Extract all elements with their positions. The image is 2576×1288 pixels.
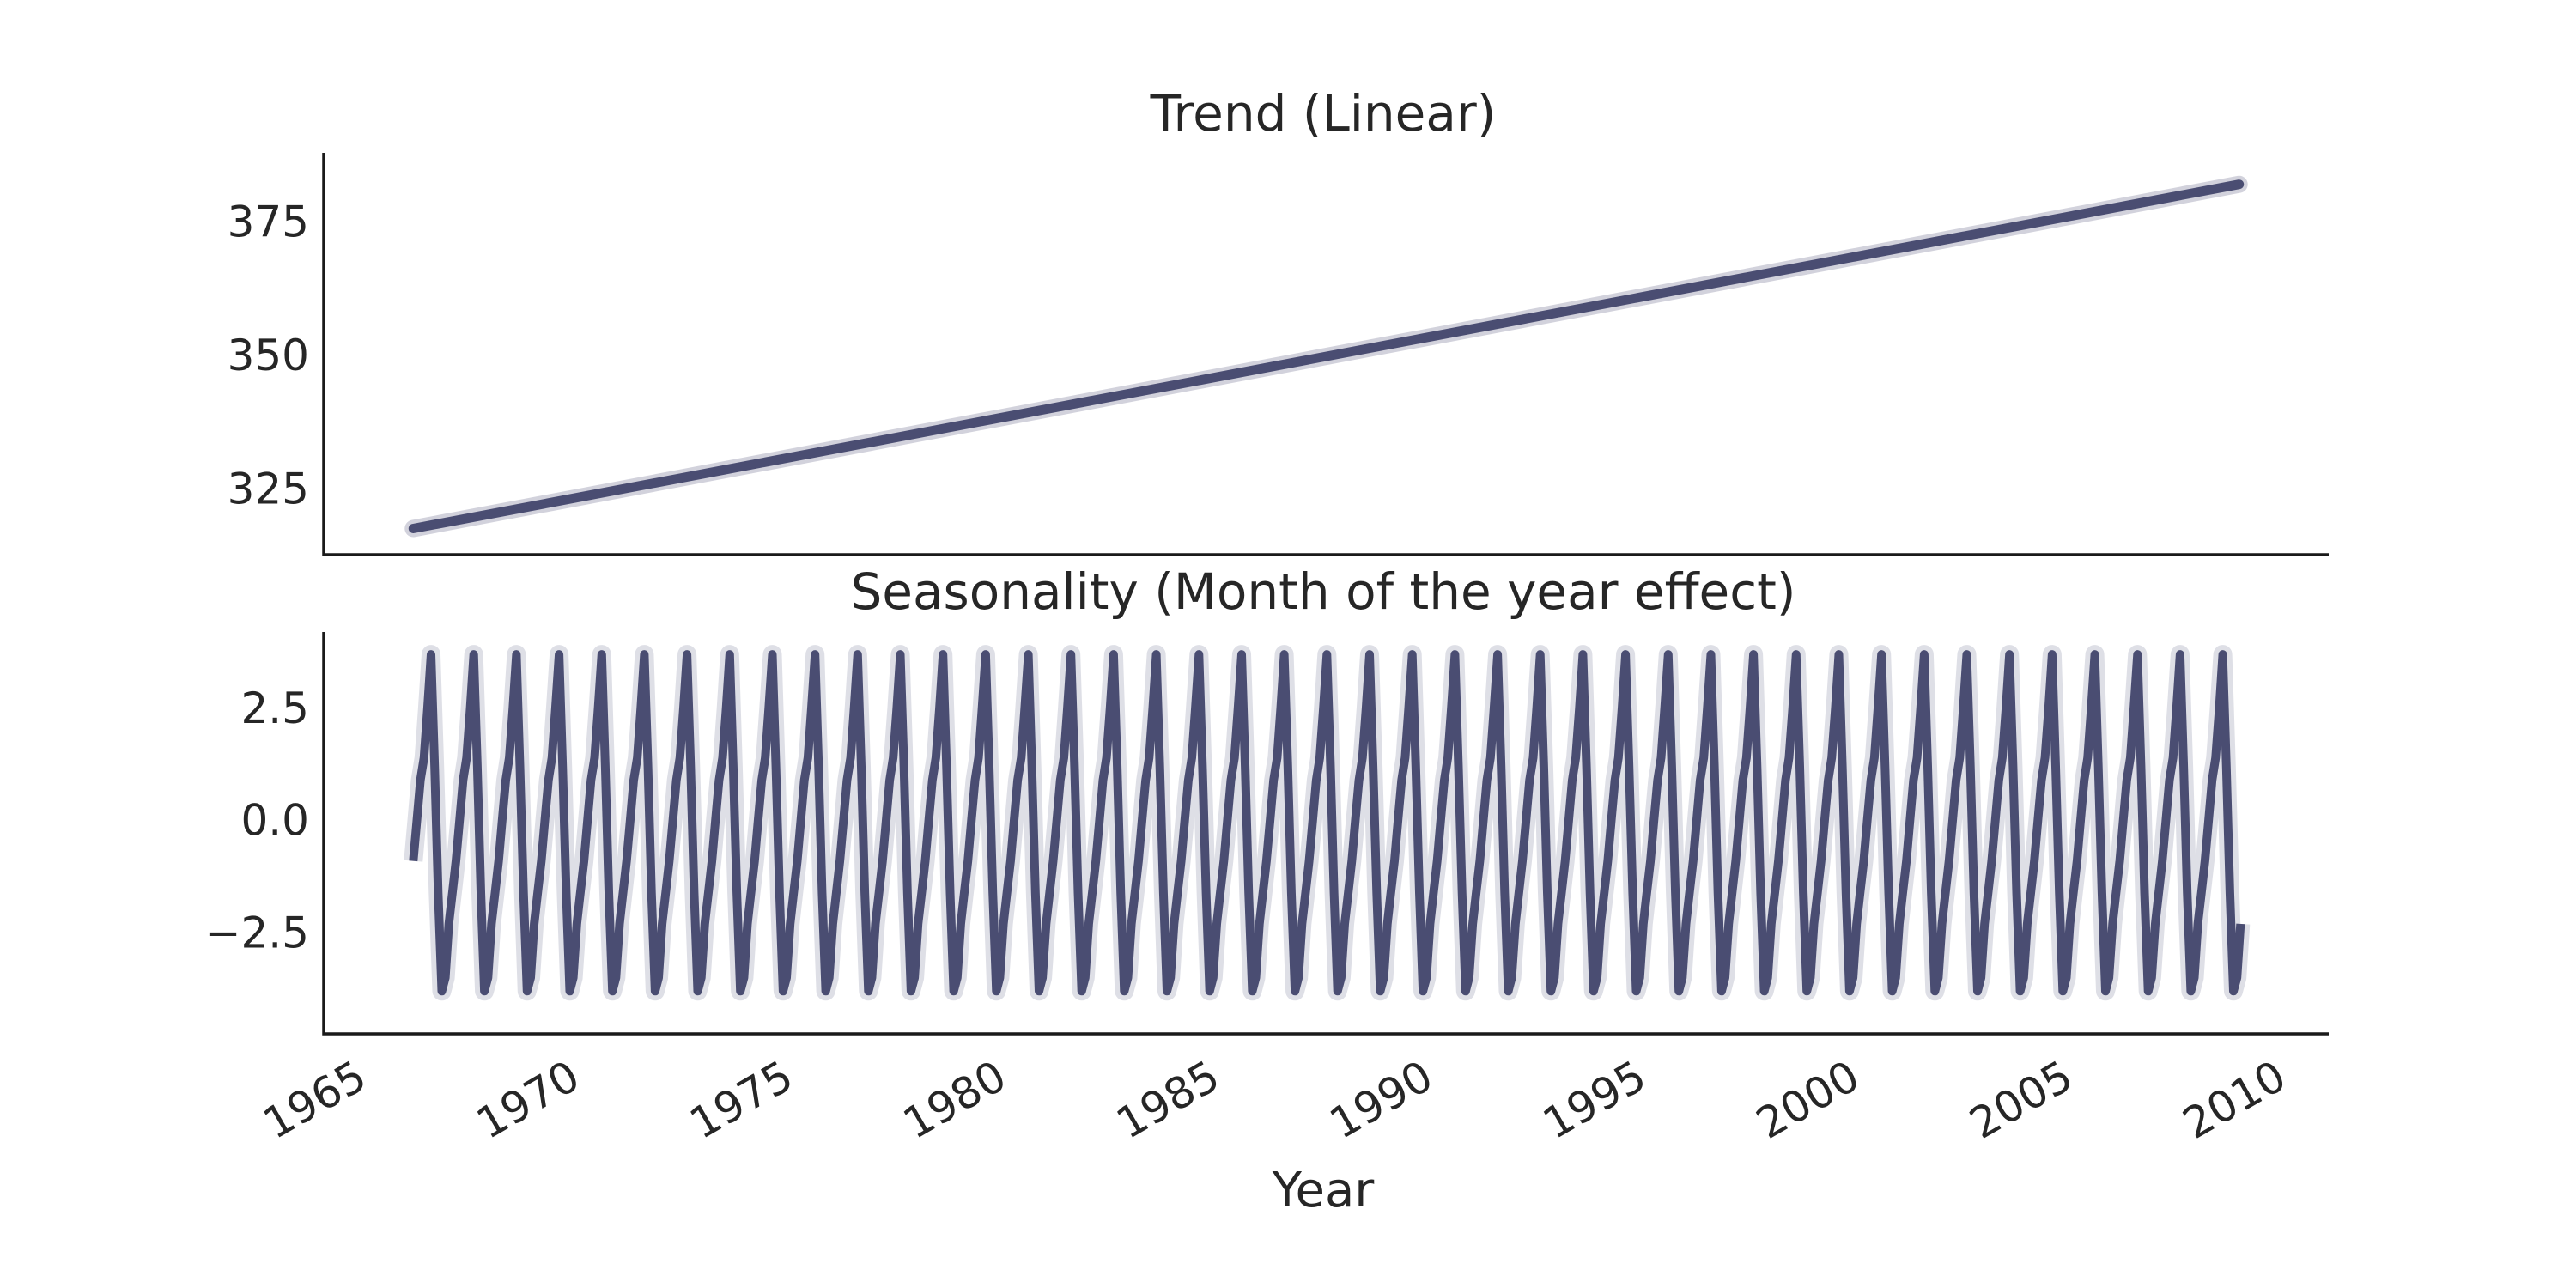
seasonality-series-group — [404, 645, 2251, 1001]
seasonality-axes-spines — [322, 632, 2329, 1036]
x-tick-label: 2005 — [1961, 1051, 2081, 1149]
trend-panel: Trend (Linear) 325 350 375 — [228, 84, 2329, 556]
seasonality-y-tick-label: −2.5 — [205, 908, 309, 957]
x-tick-label: 1995 — [1534, 1051, 1654, 1149]
x-axis-label: Year — [1272, 1163, 1376, 1218]
trend-y-tick-label: 325 — [228, 465, 309, 514]
trend-y-tick-label: 375 — [228, 197, 309, 246]
seasonality-panel: Seasonality (Month of the year effect) −… — [205, 562, 2329, 1218]
seasonality-y-tick-label: 2.5 — [240, 683, 309, 733]
x-tick-label: 1985 — [1109, 1051, 1228, 1149]
trend-title: Trend (Linear) — [1150, 84, 1497, 143]
x-tick-label: 1980 — [895, 1051, 1014, 1149]
seasonality-y-ticks: −2.5 0.0 2.5 — [205, 683, 309, 957]
x-tick-label: 2000 — [1748, 1051, 1868, 1149]
trend-y-tick-label: 350 — [228, 331, 309, 380]
x-tick-label: 1970 — [468, 1051, 587, 1149]
seasonality-y-tick-label: 0.0 — [240, 796, 309, 846]
x-tick-label: 1990 — [1321, 1051, 1441, 1149]
seasonality-title: Seasonality (Month of the year effect) — [850, 562, 1795, 621]
seasonality-line — [409, 650, 2245, 996]
trend-y-ticks: 325 350 375 — [228, 197, 309, 513]
x-tick-label: 1975 — [682, 1051, 801, 1149]
trend-series-group — [404, 175, 2248, 538]
x-tick-label: 2010 — [2175, 1051, 2294, 1149]
seasonality-x-ticks: 1965 1970 1975 1980 1985 1990 1995 2000 2005 2010 — [255, 1051, 2294, 1149]
trend-line — [408, 179, 2245, 533]
trend-axes-spines — [322, 153, 2329, 556]
x-tick-label: 1965 — [255, 1051, 374, 1149]
